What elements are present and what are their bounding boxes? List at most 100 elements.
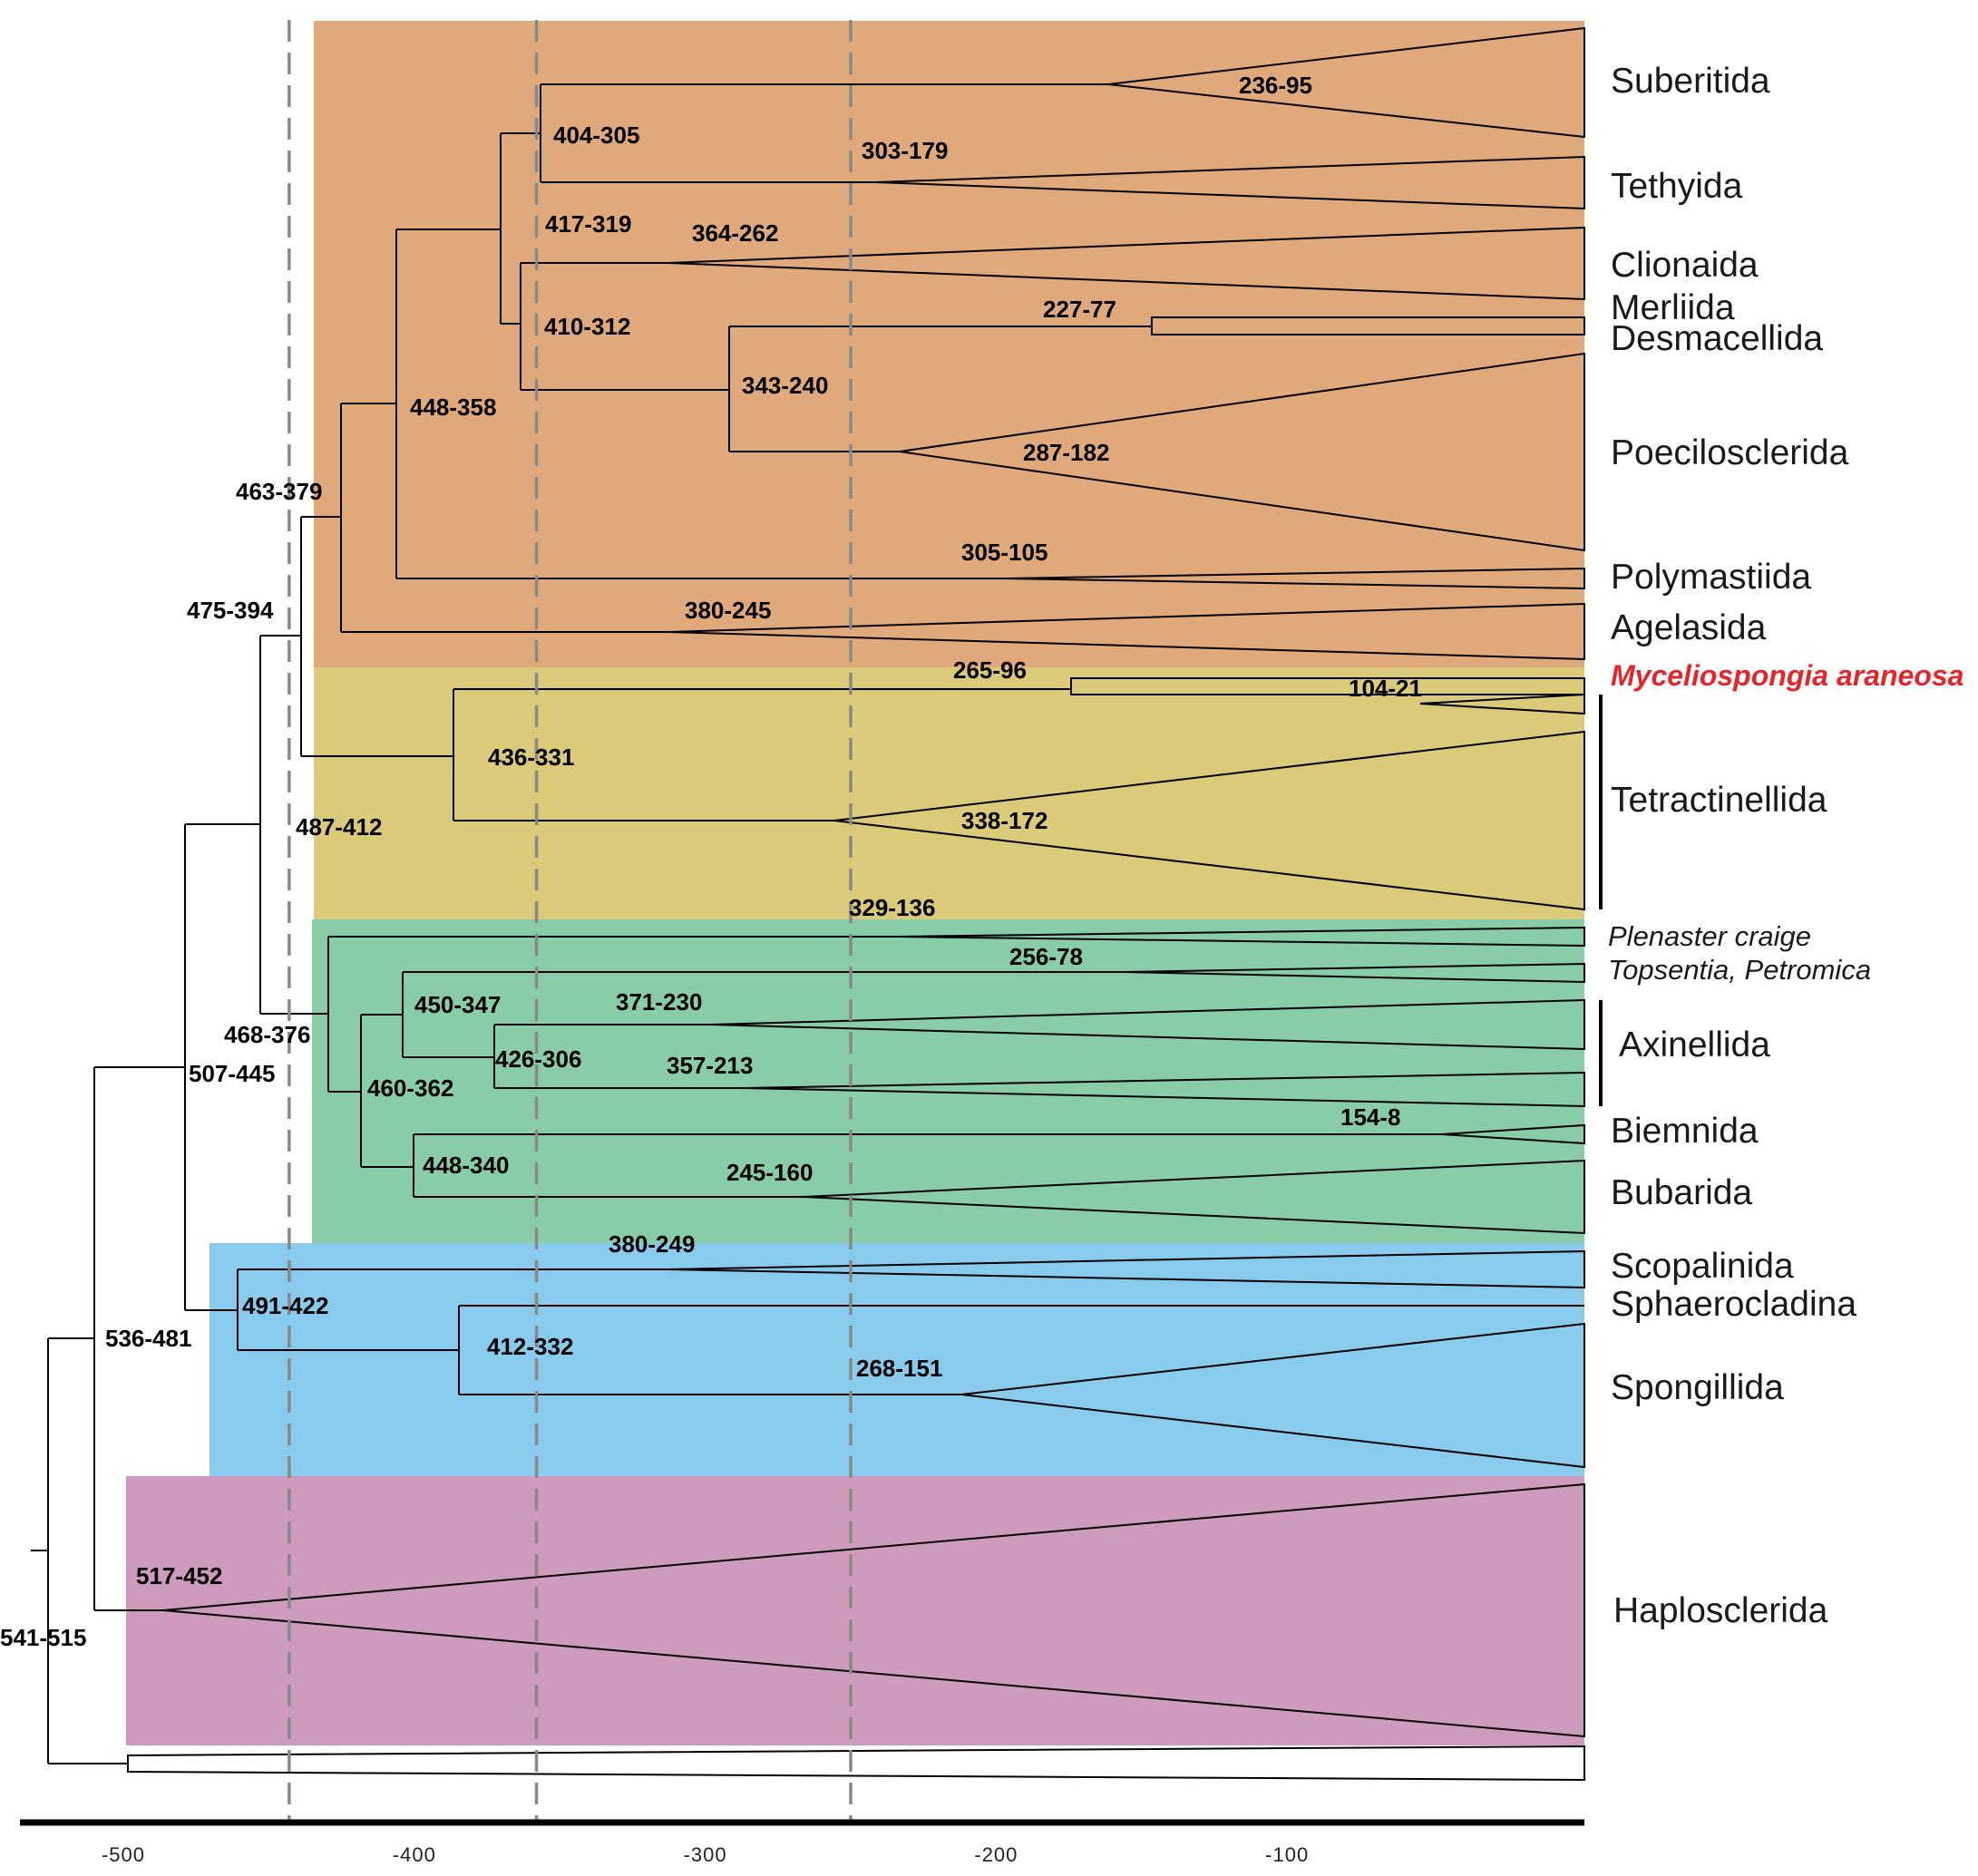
clade-spongillida <box>960 1322 1585 1469</box>
clade-polymastiida <box>1006 567 1585 590</box>
clade-poecilosclerida <box>899 352 1585 552</box>
node-age-label: 426-306 <box>495 1045 581 1073</box>
branch-436-331 <box>453 688 1071 821</box>
branch-412-332 <box>458 1305 1584 1395</box>
band-pink <box>126 1476 1584 1745</box>
taxon-spongillida: Spongillida <box>1611 1368 1784 1407</box>
node-age-label: 507-445 <box>189 1060 275 1087</box>
clade-axinellida-b <box>743 1071 1585 1108</box>
node-age-label: 256-78 <box>1009 943 1083 970</box>
node-age-label: 287-182 <box>1023 439 1109 466</box>
node-age-label: 268-151 <box>856 1355 942 1382</box>
node-age-label: 410-312 <box>544 313 630 340</box>
band-orange <box>314 21 1584 667</box>
node-age-label: 417-319 <box>545 210 631 238</box>
taxon-agelasida: Agelasida <box>1611 608 1767 647</box>
node-age-label: 343-240 <box>742 372 828 399</box>
clade-scopalinida <box>667 1249 1585 1289</box>
taxon-suberitida: Suberitida <box>1611 62 1770 101</box>
clade-bubarida <box>802 1159 1585 1235</box>
node-age-label: 227-77 <box>1043 296 1116 323</box>
axis-tick-label: -300 <box>684 1843 727 1866</box>
taxon-desmacellida: Desmacellida <box>1611 319 1823 358</box>
node-age-label: 517-452 <box>136 1562 222 1589</box>
axis-tick-label: -200 <box>974 1843 1018 1866</box>
clade-clionaida <box>667 226 1585 301</box>
node-age-label: 463-379 <box>236 478 322 505</box>
taxon-sphaerocladina: Sphaerocladina <box>1611 1285 1856 1324</box>
branch-clionaida-join <box>520 262 729 391</box>
axis-tick-label: -500 <box>102 1843 145 1866</box>
taxon-merliida: Merliida <box>1611 288 1735 327</box>
clade-bands <box>126 21 1584 1745</box>
tree-branches <box>31 83 1584 1764</box>
node-age-label: 412-332 <box>487 1333 573 1360</box>
branch-448-340 <box>413 1133 1442 1198</box>
axis-tick-label: -400 <box>393 1843 436 1866</box>
branch-491-422 <box>237 1268 668 1351</box>
node-labels: 236-95 404-305 303-179 417-319 364-262 2… <box>0 72 1422 1651</box>
band-yellow <box>314 667 1584 919</box>
clade-tetractinellida-a <box>1419 693 1585 715</box>
taxon-clionaida: Clionaida <box>1611 246 1759 285</box>
clade-haplosclerida <box>162 1482 1585 1738</box>
node-age-label: 380-245 <box>685 597 771 624</box>
branch-450-347 <box>402 971 1125 1058</box>
node-age-label: 371-230 <box>616 988 702 1016</box>
clade-merliida-desmacellida <box>1151 316 1585 335</box>
node-age-label: 468-376 <box>224 1021 310 1048</box>
taxon-plenaster-craige: Plenaster craige <box>1608 920 1811 952</box>
node-age-label: 404-305 <box>553 122 639 149</box>
taxon-poecilosclerida: Poecilosclerida <box>1611 433 1849 472</box>
node-age-label: 450-347 <box>414 991 501 1018</box>
taxon-biemnida: Biemnida <box>1611 1112 1759 1151</box>
clade-tethyida <box>875 155 1585 210</box>
node-age-label: 265-96 <box>953 656 1027 684</box>
node-age-label: 303-179 <box>862 137 948 164</box>
node-age-label: 154-8 <box>1340 1103 1401 1131</box>
axis-tick-label: -100 <box>1265 1843 1309 1866</box>
taxon-labels: Suberitida Tethyida Clionaida Merliida D… <box>1608 62 1963 1630</box>
branch-460-362 <box>360 1014 414 1168</box>
node-age-label: 357-213 <box>667 1052 753 1079</box>
taxon-topsentia-petromica: Topsentia, Petromica <box>1608 954 1871 986</box>
taxon-tetractinellida: Tetractinellida <box>1611 781 1827 820</box>
clade-agelasida <box>667 602 1585 661</box>
node-age-label: 104-21 <box>1349 675 1422 702</box>
node-age-label: 338-172 <box>961 807 1047 834</box>
clade-tetractinellida-b <box>833 730 1585 911</box>
clade-axinellida-a <box>711 998 1585 1051</box>
branch-468-376 <box>327 936 900 1093</box>
clade-plenaster <box>899 926 1585 948</box>
taxon-tethyida: Tethyida <box>1611 167 1743 206</box>
node-age-label: 329-136 <box>849 894 935 921</box>
taxon-haplosclerida: Haplosclerida <box>1613 1591 1828 1630</box>
node-age-label: 491-422 <box>242 1292 328 1319</box>
clade-biemnida <box>1441 1123 1585 1145</box>
taxon-polymastiida: Polymastiida <box>1611 558 1811 597</box>
node-age-label: 305-105 <box>961 539 1047 566</box>
node-age-label: 245-160 <box>726 1159 813 1186</box>
taxon-scopalinida: Scopalinida <box>1611 1247 1794 1286</box>
reference-lines <box>287 20 853 1823</box>
clade-outgroup <box>127 1745 1585 1782</box>
node-age-label: 436-331 <box>488 744 574 771</box>
band-blue <box>209 1243 1584 1476</box>
branch-343-240 <box>728 326 1152 452</box>
band-green <box>312 919 1584 1243</box>
taxon-axinellida: Axinellida <box>1619 1025 1770 1064</box>
time-axis: -500 -400 -300 -200 -100 <box>20 1819 1584 1866</box>
branch-426-306 <box>493 1024 744 1089</box>
node-age-label: 448-340 <box>423 1152 509 1179</box>
node-age-label: 380-249 <box>609 1230 695 1258</box>
node-age-label: 460-362 <box>367 1074 453 1102</box>
node-age-label: 364-262 <box>692 219 778 247</box>
node-age-label: 475-394 <box>187 597 274 624</box>
clade-suberitida <box>1107 26 1585 139</box>
node-age-label: 536-481 <box>105 1325 191 1352</box>
node-age-label: 236-95 <box>1239 72 1312 99</box>
taxon-myceliospongia-araneosa: Myceliospongia araneosa <box>1611 659 1963 692</box>
node-age-label: 448-358 <box>410 394 496 421</box>
taxon-bubarida: Bubarida <box>1611 1173 1752 1212</box>
